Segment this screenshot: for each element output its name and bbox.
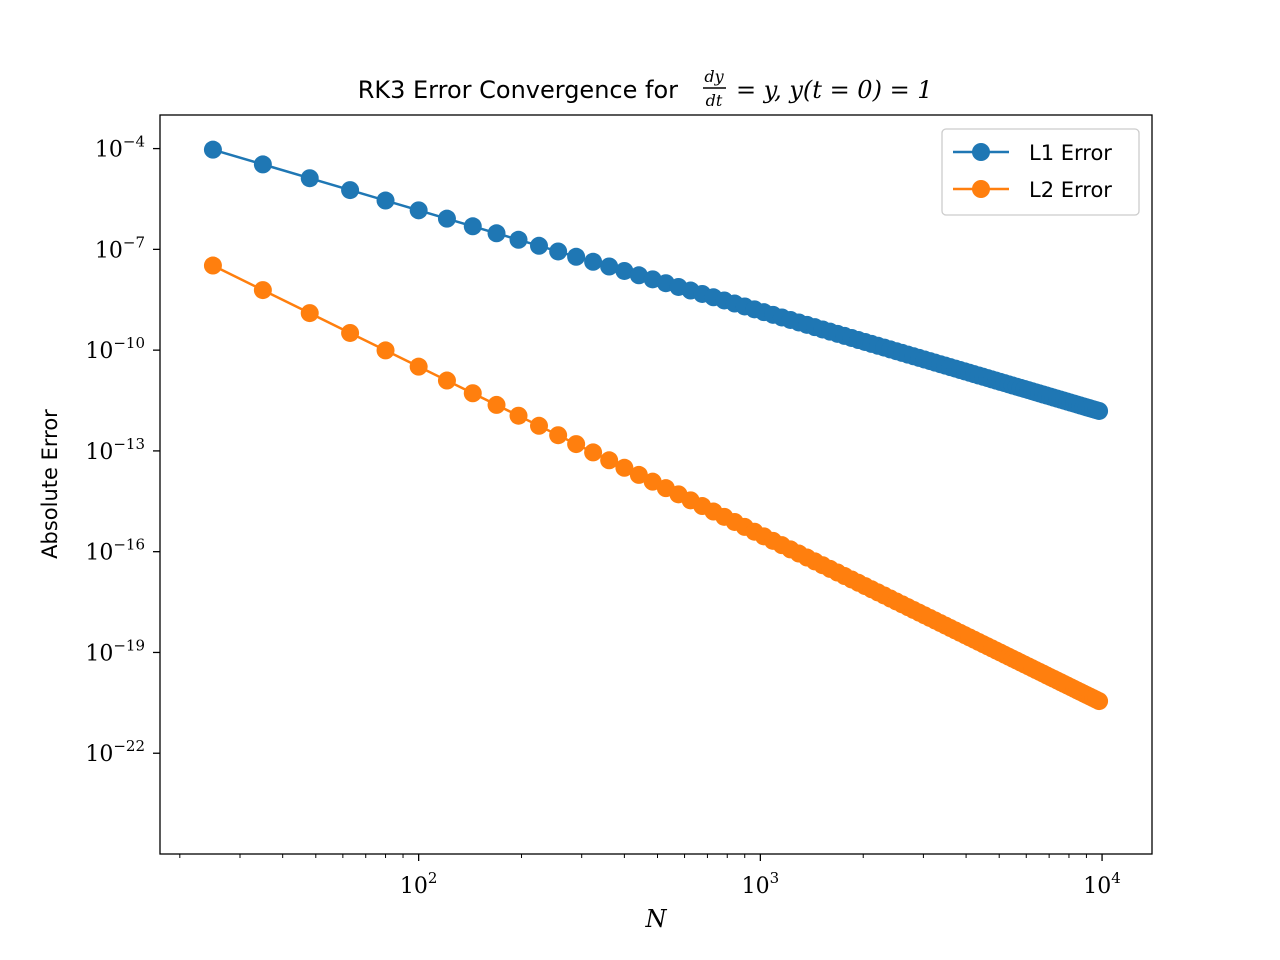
y-tick-label: 10−10 (85, 334, 145, 364)
data-point (567, 247, 586, 266)
data-point (567, 435, 586, 454)
data-point (341, 181, 360, 200)
y-tick-label: 10−7 (95, 233, 145, 263)
data-point (629, 465, 648, 484)
y-tick-label: 10−19 (85, 636, 145, 666)
data-point (376, 191, 395, 210)
data-point (1090, 692, 1109, 711)
legend-box (941, 128, 1140, 216)
chart-title-equation: = y, y(t = 0) = 1 (736, 76, 933, 104)
x-tick-label: 103 (742, 869, 780, 899)
data-point (253, 155, 272, 174)
data-point (530, 416, 548, 435)
plot-series (203, 140, 1109, 711)
data-point (487, 395, 506, 414)
data-point (437, 209, 456, 228)
data-point (549, 242, 568, 261)
data-point (300, 169, 319, 188)
data-point (409, 357, 428, 376)
x-axis-label: N (645, 905, 668, 933)
data-point (253, 281, 272, 300)
y-axis: 10−4 10−7 10−10 10−13 10−16 10−19 10−22 (85, 133, 160, 767)
title-fraction-denominator: dt (706, 91, 723, 110)
legend-marker-l1 (972, 143, 990, 161)
chart-title-text: RK3 Error Convergence for (358, 76, 678, 104)
data-point (509, 406, 528, 425)
y-tick-label: 10−22 (85, 737, 145, 767)
legend-marker-l2 (972, 180, 990, 198)
data-point (509, 230, 528, 249)
data-point (463, 217, 482, 236)
data-point (549, 426, 568, 445)
data-point (584, 252, 603, 271)
legend: L1 Error L2 Error (941, 128, 1140, 216)
x-tick-label: 102 (400, 869, 438, 899)
data-point (584, 443, 603, 462)
data-point (600, 257, 619, 276)
data-point (463, 384, 482, 403)
y-tick-label: 10−4 (95, 133, 145, 163)
data-point (1090, 401, 1109, 420)
data-point (600, 451, 619, 470)
data-point (203, 256, 222, 275)
legend-label-l2: L2 Error (1029, 178, 1112, 202)
series-2 (203, 256, 1109, 711)
data-point (376, 341, 395, 360)
y-axis-label: Absolute Error (38, 409, 62, 559)
data-point (615, 261, 634, 280)
chart-title: RK3 Error Convergence for dy dt = y, y(t… (358, 67, 933, 110)
y-tick-label: 10−16 (85, 536, 145, 566)
data-point (341, 323, 360, 342)
data-point (203, 140, 222, 159)
series-1 (203, 140, 1109, 420)
data-point (487, 224, 506, 243)
title-fraction-numerator: dy (704, 67, 724, 86)
plot-frame (159, 114, 1153, 855)
y-tick-label: 10−13 (85, 435, 145, 465)
data-point (409, 201, 428, 220)
data-point (300, 304, 319, 323)
x-axis: 102 103 104 (179, 854, 1121, 899)
data-point (437, 371, 456, 390)
data-point (530, 236, 548, 255)
data-point (629, 266, 648, 285)
data-point (615, 458, 634, 477)
x-tick-label: 104 (1083, 869, 1121, 899)
legend-label-l1: L1 Error (1029, 141, 1112, 165)
